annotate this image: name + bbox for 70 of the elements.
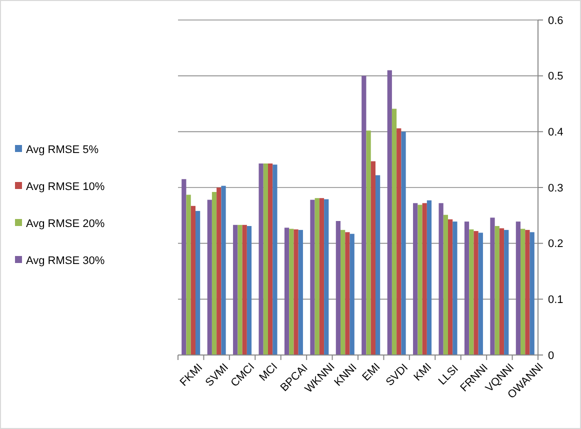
bar: [516, 222, 521, 355]
bar: [284, 228, 290, 355]
legend-label: Avg RMSE 20%: [26, 218, 105, 230]
bar: [289, 228, 294, 355]
bar: [310, 200, 315, 355]
bar: [350, 234, 354, 355]
bar: [370, 161, 376, 355]
bar: [336, 221, 341, 355]
bar: [396, 128, 402, 355]
bar: [362, 76, 366, 355]
bar: [186, 194, 191, 355]
bar: [401, 132, 406, 355]
x-tick-label: KMI: [412, 361, 434, 384]
y-tick-label: 0.1: [548, 294, 564, 306]
bar: [499, 228, 504, 355]
bar: [387, 70, 392, 355]
bar: [448, 219, 453, 355]
bar: [530, 232, 534, 355]
bar: [324, 199, 329, 355]
bar: [478, 232, 483, 355]
bar: [190, 206, 196, 355]
bar: [422, 203, 427, 355]
bar: [314, 198, 320, 355]
bar: [469, 229, 474, 355]
bar: [504, 230, 509, 355]
x-tick-label: EMI: [360, 361, 383, 384]
bar: [345, 232, 350, 355]
bar: [474, 231, 478, 355]
bar: [525, 230, 530, 355]
bar: [426, 200, 432, 355]
bar: [520, 228, 526, 355]
bar: [258, 163, 264, 355]
bar: [216, 188, 222, 355]
y-tick-label: 0.3: [548, 182, 564, 194]
bar: [272, 164, 278, 355]
y-tick-label: 0: [548, 350, 554, 362]
bar: [494, 226, 500, 355]
bar: [438, 203, 444, 355]
bar: [242, 224, 247, 355]
bar: [294, 229, 298, 355]
bar: [340, 230, 346, 355]
bar: [392, 108, 397, 355]
bar: [413, 203, 418, 355]
bar: [212, 192, 217, 355]
bar: [246, 226, 252, 355]
bar: [298, 230, 303, 355]
bar: [207, 200, 212, 355]
y-tick-label: 0.4: [548, 126, 564, 139]
bar: [268, 163, 273, 355]
bar: [375, 175, 380, 355]
bar: [238, 224, 242, 355]
x-tick-label: MCI: [257, 360, 280, 384]
legend-label: Avg RMSE 10%: [26, 180, 105, 193]
bar: [195, 210, 200, 355]
legend-label: Avg RMSE 30%: [26, 254, 105, 267]
bar: [263, 163, 268, 355]
y-tick-label: 0.2: [548, 238, 564, 250]
bar: [443, 214, 448, 355]
bar: [418, 204, 422, 355]
bar: [221, 186, 226, 355]
bar: [366, 130, 371, 355]
bar: [233, 224, 238, 355]
bar: [490, 218, 495, 355]
bar: [182, 179, 186, 355]
legend-label: Avg RMSE 5%: [26, 144, 99, 156]
bar: [464, 222, 470, 355]
y-tick-label: 0.6: [548, 14, 564, 27]
y-tick-label: 0.5: [548, 70, 564, 83]
bar: [319, 198, 324, 355]
bar: [452, 222, 458, 355]
